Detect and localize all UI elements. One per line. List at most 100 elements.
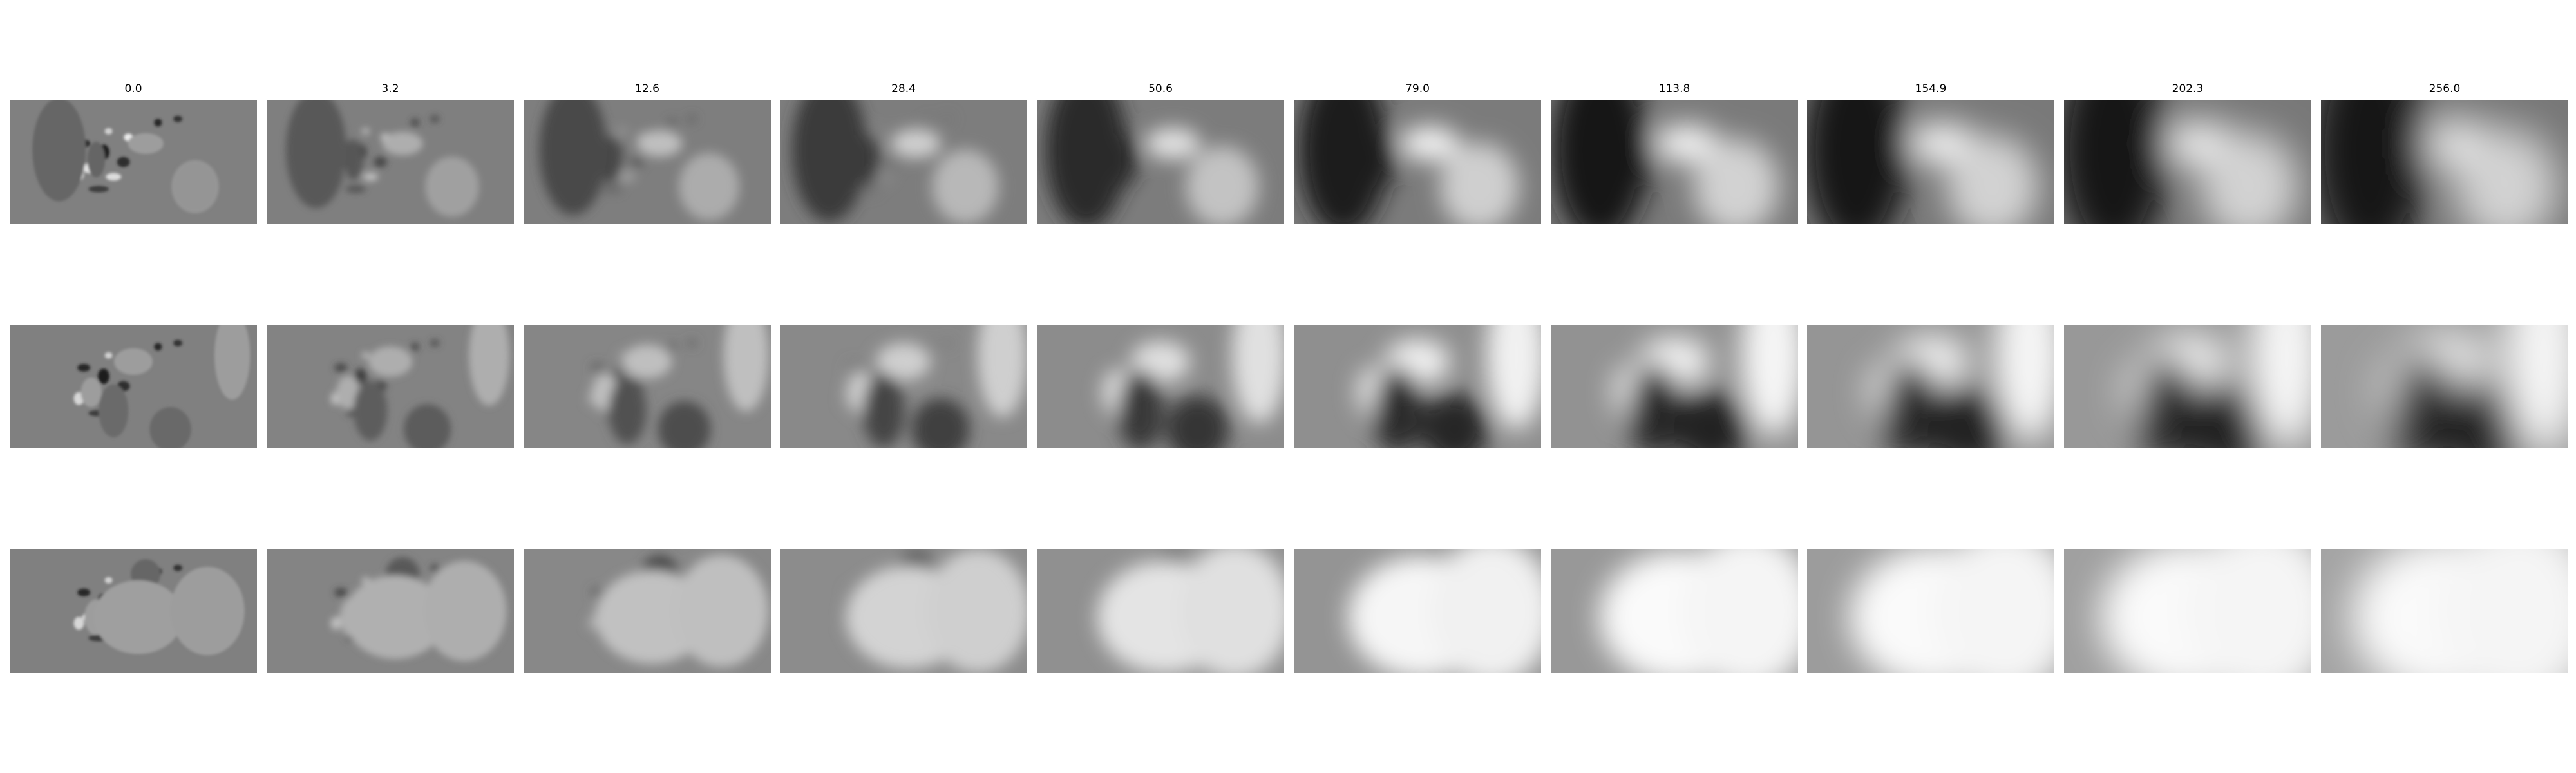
panel-features <box>1102 325 1284 448</box>
structure-blob <box>1177 549 1284 673</box>
image-panel-graphic <box>1037 325 1284 448</box>
image-panel <box>1551 100 1798 224</box>
panel-features <box>330 557 507 662</box>
structure-blob <box>1674 389 1749 448</box>
image-panel-graphic <box>10 549 257 673</box>
detail-blob <box>430 115 440 122</box>
image-panel <box>2064 100 2311 224</box>
structure-blob <box>723 325 769 412</box>
structure-blob <box>2200 131 2299 224</box>
image-panel-graphic <box>1294 325 1541 448</box>
structure-blob <box>128 133 164 154</box>
image-panel-graphic <box>267 100 514 224</box>
panel-features <box>1599 549 1798 673</box>
structure-blob <box>1430 549 1541 673</box>
detail-blob <box>154 343 162 351</box>
structure-blob <box>32 100 86 202</box>
image-panel-graphic <box>524 100 771 224</box>
detail-blob <box>77 363 91 372</box>
structure-blob <box>214 325 251 400</box>
structure-blob <box>2181 383 2268 448</box>
structure-blob <box>1933 549 2054 673</box>
image-panel <box>1037 549 1284 673</box>
image-panel-graphic <box>267 549 514 673</box>
structure-blob <box>679 153 739 220</box>
image-panel-graphic <box>1807 325 2054 448</box>
structure-blob <box>1298 100 1388 224</box>
structure-blob <box>285 100 346 209</box>
panel-features <box>330 325 509 448</box>
panel-features <box>73 559 245 656</box>
detail-blob <box>173 564 183 571</box>
structure-blob <box>1117 370 1164 448</box>
structure-blob <box>171 160 219 213</box>
structure-blob <box>1166 395 1230 448</box>
image-panel <box>1551 549 1798 673</box>
detail-blob <box>687 115 697 122</box>
image-panel <box>10 549 257 673</box>
image-panel-graphic <box>1551 549 1798 673</box>
panel-features <box>844 325 1027 448</box>
detail-blob <box>887 157 900 167</box>
image-panel-graphic <box>1807 549 2054 673</box>
structure-blob <box>863 373 905 448</box>
detail-blob <box>602 186 623 193</box>
detail-blob <box>361 577 370 584</box>
image-panel <box>1807 549 2054 673</box>
panel-features <box>73 325 251 448</box>
image-panel <box>2321 549 2568 673</box>
structure-blob <box>345 575 446 659</box>
structure-blob <box>1552 100 1649 224</box>
column-title: 79.0 <box>1405 82 1430 95</box>
panel-features <box>2064 100 2299 224</box>
detail-blob <box>668 119 676 127</box>
structure-blob <box>911 398 970 448</box>
panel-features <box>587 325 769 448</box>
structure-blob <box>382 131 423 156</box>
structure-blob <box>2321 100 2430 224</box>
column-title: 28.4 <box>891 82 916 95</box>
image-panel <box>1037 100 1284 224</box>
image-panel <box>1551 325 1798 448</box>
image-panel <box>267 100 514 224</box>
image-panel-graphic <box>780 100 1027 224</box>
panel-features <box>1358 325 1541 448</box>
detail-blob <box>330 616 341 630</box>
panel-features <box>587 555 769 667</box>
detail-blob <box>411 343 419 351</box>
image-panel-graphic <box>1037 549 1284 673</box>
structure-blob <box>1946 135 2039 224</box>
detail-blob <box>924 343 933 351</box>
image-panel <box>780 325 1027 448</box>
detail-blob <box>88 186 109 193</box>
panel-features <box>844 549 1027 673</box>
structure-blob <box>637 130 683 157</box>
structure-blob <box>1741 325 1798 435</box>
detail-blob <box>591 363 605 372</box>
column-title: 50.6 <box>1148 82 1173 95</box>
structure-blob <box>609 377 647 444</box>
panel-features <box>2351 549 2568 673</box>
detail-blob <box>361 128 370 135</box>
structure-blob <box>368 346 412 377</box>
structure-blob <box>469 325 509 406</box>
panel-features <box>1348 549 1541 673</box>
image-panel-graphic <box>780 549 1027 673</box>
image-panel <box>1807 100 2054 224</box>
image-panel-graphic <box>1037 100 1284 224</box>
detail-blob <box>943 115 953 122</box>
detail-blob <box>430 564 440 571</box>
image-panel-graphic <box>1551 325 1798 448</box>
detail-blob <box>104 128 113 135</box>
detail-blob <box>73 616 84 630</box>
panel-features <box>285 100 479 217</box>
structure-blob <box>80 377 102 407</box>
structure-blob <box>977 325 1027 417</box>
structure-blob <box>2437 549 2568 673</box>
structure-blob <box>1882 359 1940 448</box>
detail-blob <box>374 157 387 167</box>
column-title: 113.8 <box>1658 82 1690 95</box>
image-panel-graphic <box>2064 325 2311 448</box>
panel-features <box>1045 100 1259 224</box>
image-panel-graphic <box>1294 100 1541 224</box>
